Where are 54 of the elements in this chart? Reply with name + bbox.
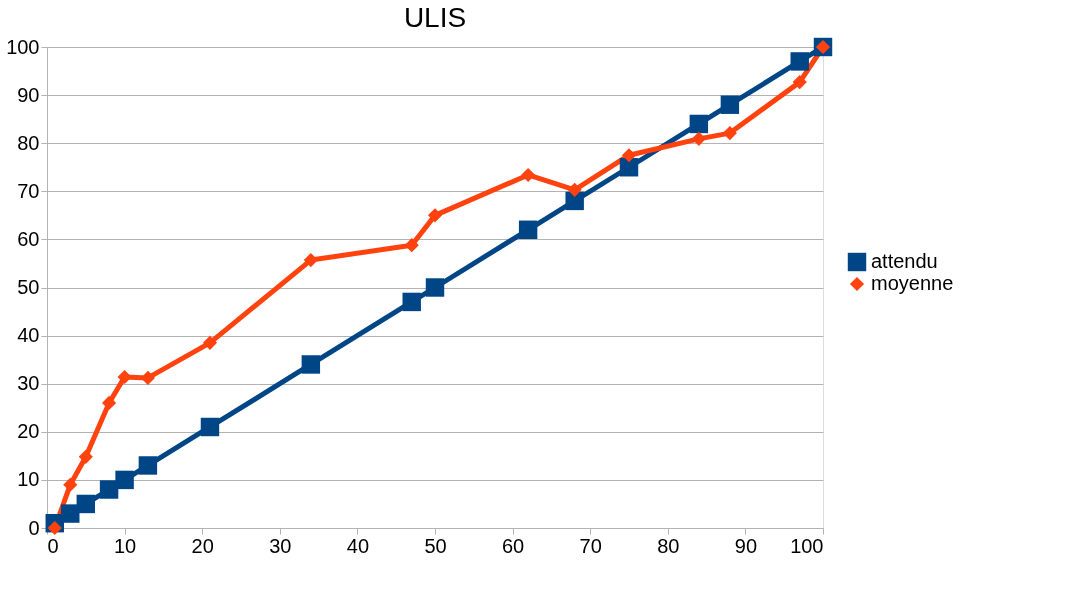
point <box>47 520 62 536</box>
y-tick-label: 40 <box>17 324 40 347</box>
point <box>78 449 93 464</box>
point <box>61 504 80 523</box>
x-tick-label: 90 <box>734 534 758 557</box>
point <box>402 292 421 312</box>
point <box>404 238 419 253</box>
point <box>518 220 538 239</box>
point <box>792 75 807 90</box>
point <box>102 395 117 411</box>
point <box>621 148 637 163</box>
point <box>138 456 158 475</box>
y-tick-label: 90 <box>17 83 40 106</box>
x-tick-label: 20 <box>191 534 214 557</box>
point <box>521 167 536 183</box>
y-tick-label: 50 <box>17 276 40 298</box>
x-tick-label: 0 <box>47 534 59 557</box>
x-tick-label: 30 <box>269 534 292 557</box>
point <box>722 126 737 141</box>
point <box>425 278 445 297</box>
point <box>200 417 220 437</box>
point <box>303 253 318 268</box>
x-tick-label: 100 <box>790 534 824 557</box>
point <box>567 182 582 197</box>
point <box>427 208 443 223</box>
y-tick-label: 100 <box>6 35 40 58</box>
point <box>691 131 706 146</box>
x-tick-label: 70 <box>579 534 602 557</box>
point <box>117 369 132 385</box>
x-tick-label: 40 <box>346 534 370 557</box>
y-tick-label: 20 <box>17 420 40 443</box>
y-tick-label: 10 <box>17 468 40 491</box>
legend-label: moyenne <box>871 272 954 294</box>
point <box>790 52 809 71</box>
x-tick-label: 10 <box>113 534 137 557</box>
legend-label: attendu <box>871 250 938 272</box>
y-tick-label: 30 <box>17 372 40 395</box>
point <box>76 494 96 514</box>
x-tick-label: 50 <box>424 534 447 557</box>
y-tick-label: 70 <box>17 179 40 202</box>
point <box>301 355 321 374</box>
point <box>720 95 740 114</box>
point <box>99 480 119 499</box>
chart-title: ULIS <box>403 2 467 33</box>
y-tick-label: 80 <box>17 131 40 154</box>
x-tick-label: 60 <box>501 534 525 557</box>
point <box>689 114 709 134</box>
point <box>202 335 218 350</box>
y-tick-label: 60 <box>17 227 40 250</box>
y-tick-label: 0 <box>28 516 40 539</box>
point <box>63 477 78 492</box>
point <box>115 470 134 490</box>
x-tick-label: 80 <box>657 534 680 557</box>
point <box>565 191 584 211</box>
